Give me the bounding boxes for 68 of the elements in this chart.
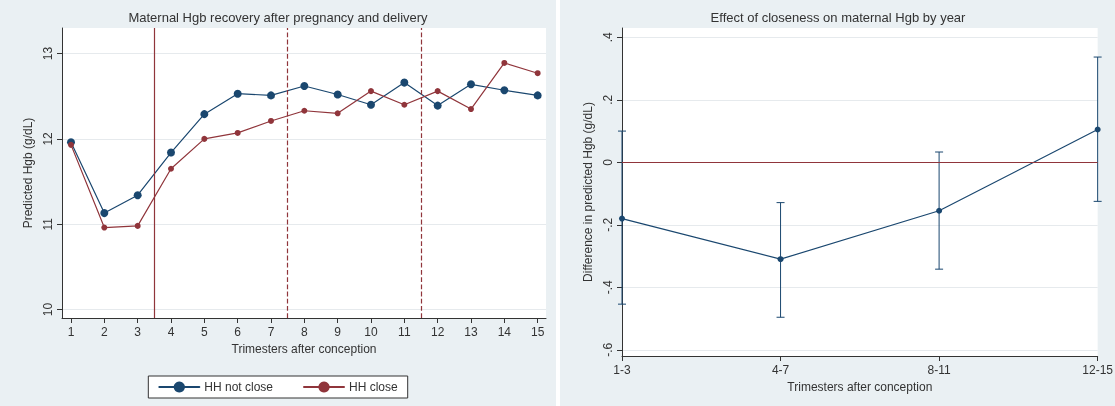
point [201,135,208,142]
y-tick-label: -.2 [600,217,615,232]
point [500,86,509,95]
point [333,90,342,99]
x-axis-title: Trimesters after conception [786,379,932,394]
x-tick-label: 3 [134,325,142,339]
point [935,207,942,214]
point [268,117,274,124]
y-tick-label: .4 [600,32,615,43]
point [168,165,174,172]
point [618,215,625,222]
point [434,88,441,95]
y-axis-title: Predicted Hgb (g/dL) [21,117,36,229]
point [401,101,408,108]
point [300,82,309,90]
point [533,91,542,100]
x-tick-label: 4 [167,325,175,339]
point [468,106,474,113]
point [200,110,209,119]
x-tick-label: 10 [364,325,378,339]
x-tick-label: 1 [67,325,75,339]
point [777,256,784,263]
point [501,59,508,66]
x-tick-label: 11 [398,325,411,339]
x-tick-label: 15 [530,325,545,339]
chart-title: Maternal Hgb recovery after pregnancy and delivery [128,10,429,25]
x-tick-label: 14 [497,325,512,339]
x-tick-label: 6 [234,325,242,339]
point [534,70,541,77]
point [368,88,374,95]
point [400,78,409,87]
y-tick-label: -.6 [600,342,615,357]
point [133,191,142,200]
point [167,148,175,157]
x-axis-title: Trimesters after conception [231,341,377,356]
x-tick-label: 5 [200,325,208,339]
point [367,100,375,109]
x-tick-label: 8 [300,325,308,339]
point [101,224,108,231]
point [234,129,241,136]
x-tick-label: 1-3 [612,363,631,377]
x-tick-label: 9 [334,325,342,339]
y-tick-label: .2 [600,94,615,105]
x-tick-label: 8-11 [927,363,951,377]
point [301,107,308,114]
point [100,209,109,218]
point [433,101,442,110]
x-tick-label: 4-7 [771,363,790,377]
y-tick-label: 0 [600,158,615,166]
y-tick-label: 12 [41,131,55,146]
y-tick-label: 11 [41,217,55,231]
legend-label: HH not close [204,380,274,394]
y-tick-label: 10 [41,302,55,317]
legend-label: HH close [349,380,399,394]
x-tick-label: 13 [464,325,478,339]
x-tick-label: 12-15 [1081,363,1113,377]
x-tick-label: 7 [267,325,275,339]
y-tick-label: 13 [41,46,55,61]
y-tick-label: -.4 [600,279,615,295]
point [467,80,475,89]
x-tick-label: 12 [430,325,445,339]
y-axis-title: Difference in predicted Hgb (g/dL) [580,102,595,282]
point [233,89,242,98]
point [334,110,341,117]
point [267,91,275,100]
point [134,222,141,229]
x-tick-label: 2 [100,325,108,339]
chart-title: Effect of closeness on maternal Hgb by year [710,10,966,25]
